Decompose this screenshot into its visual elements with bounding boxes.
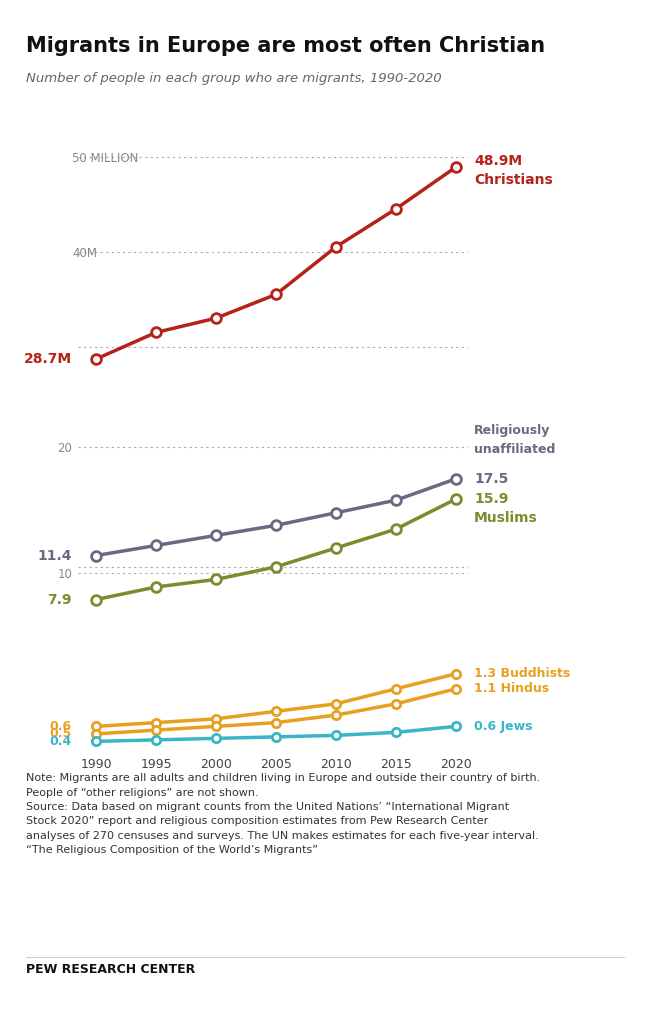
Text: Migrants in Europe are most often Christian: Migrants in Europe are most often Christ… (26, 36, 545, 56)
Text: 11.4: 11.4 (38, 549, 72, 562)
Text: 7.9: 7.9 (47, 593, 72, 606)
Text: Muslims: Muslims (474, 511, 538, 524)
Text: 1.3 Buddhists: 1.3 Buddhists (474, 668, 570, 680)
Text: 0.4: 0.4 (50, 735, 72, 748)
Text: 48.9M: 48.9M (474, 155, 522, 168)
Text: 0.6: 0.6 (50, 720, 72, 733)
Text: 28.7M: 28.7M (24, 352, 72, 366)
Text: Religiously: Religiously (474, 425, 551, 437)
Text: 1.1 Hindus: 1.1 Hindus (474, 682, 549, 695)
Text: Note: Migrants are all adults and children living in Europe and outside their co: Note: Migrants are all adults and childr… (26, 773, 540, 855)
Text: unaffiliated: unaffiliated (474, 443, 555, 457)
Text: 0.6 Jews: 0.6 Jews (474, 720, 532, 733)
Text: Number of people in each group who are migrants, 1990-2020: Number of people in each group who are m… (26, 72, 441, 85)
Text: 0.5: 0.5 (50, 727, 72, 740)
Text: Christians: Christians (474, 173, 552, 187)
Text: PEW RESEARCH CENTER: PEW RESEARCH CENTER (26, 963, 195, 976)
Text: 15.9: 15.9 (474, 492, 508, 506)
Text: 17.5: 17.5 (474, 472, 508, 485)
